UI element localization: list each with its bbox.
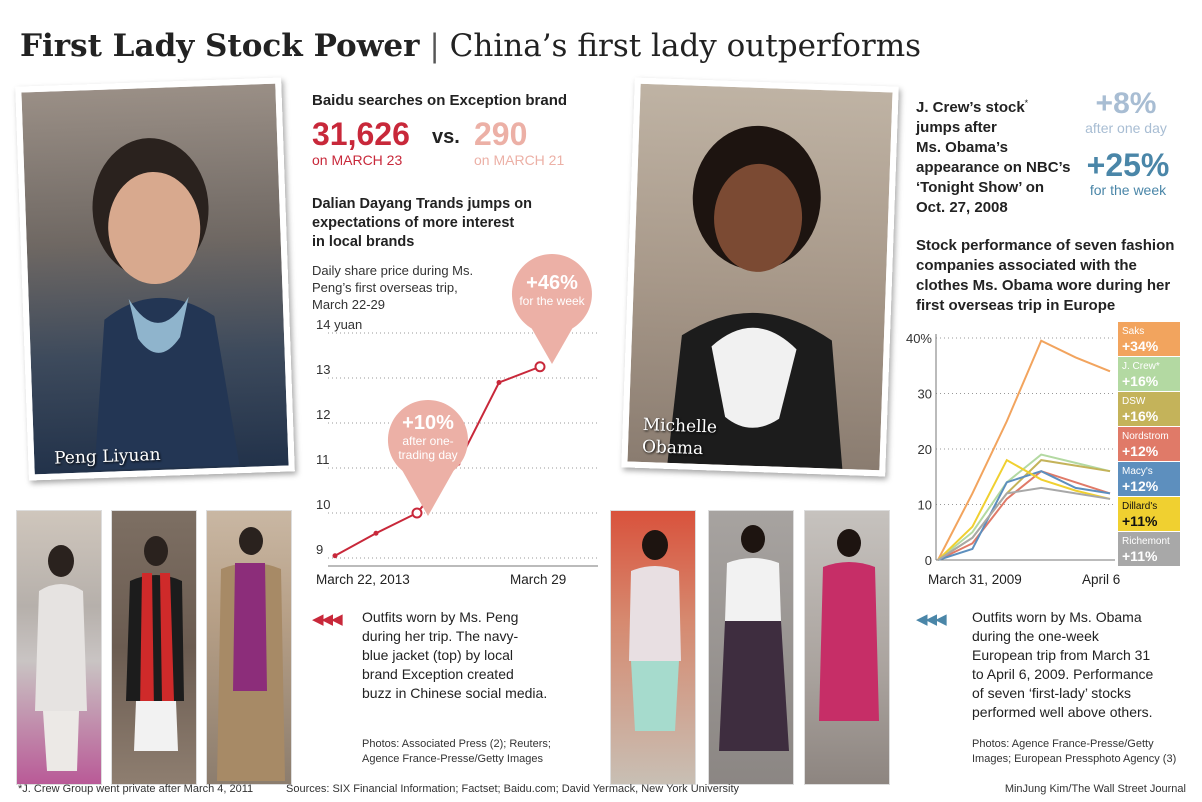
fashion-legend-value: +12%: [1122, 443, 1159, 459]
jcrew-heading: J. Crew’s stock* jumps after Ms. Obama’s…: [916, 98, 1071, 216]
dalian-y-tick-label: 11: [316, 452, 330, 467]
fashion-y-tick-label: 30: [918, 387, 932, 402]
baidu-date-2: on MARCH 21: [474, 152, 565, 168]
fashion-y-tick-label: 0: [925, 553, 932, 568]
obama-outfit-photo-1: [610, 510, 696, 785]
obama-figure-shape: [667, 125, 843, 469]
fashion-legend-value: +11%: [1122, 548, 1158, 564]
dalian-x-tick-label: March 29: [510, 572, 566, 587]
peng-outfit-photo-2: [111, 510, 197, 785]
callout-week: +46% for the week: [519, 272, 585, 308]
fashion-legend-name: Richemont: [1122, 536, 1170, 547]
title-separator: |: [429, 28, 440, 64]
dalian-price-point: [332, 553, 338, 559]
fashion-y-tick-label: 20: [918, 442, 932, 457]
fashion-legend-value: +12%: [1122, 478, 1159, 494]
peng-outfit-photo-3: [206, 510, 292, 785]
footer-sources: Sources: SIX Financial Information; Fact…: [286, 783, 740, 795]
obama-photo-label: Michelle Obama: [641, 415, 718, 460]
footer-note: *J. Crew Group went private after March …: [18, 783, 254, 795]
credit-left: Photos: Associated Press (2); Reuters; A…: [362, 738, 551, 765]
fashion-legend-value: +16%: [1122, 373, 1159, 389]
dalian-subheading: Daily share price during Ms. Peng’s firs…: [312, 263, 474, 312]
fashion-legend-item: Dillard's +11%: [1118, 497, 1180, 531]
credit-right: Photos: Agence France-Presse/Getty Image…: [972, 738, 1177, 765]
baidu-date-1: on MARCH 23: [312, 152, 403, 168]
callout-day: +10% after one- trading day: [398, 412, 458, 462]
dalian-x-tick-label: March 22, 2013: [316, 572, 410, 587]
fashion-legend-value: +16%: [1122, 408, 1159, 424]
dalian-y-tick-label: 12: [316, 407, 330, 422]
baidu-value-1: 31,626: [312, 116, 410, 152]
fashion-series-line: [937, 339, 1111, 561]
fashion-heading: Stock performance of seven fashion compa…: [916, 237, 1175, 314]
fashion-legend-item: Nordstrom +12%: [1118, 427, 1180, 461]
fashion-series-line: [937, 486, 1111, 561]
dalian-heading: Dalian Dayang Trands jumps on expectatio…: [312, 196, 532, 250]
fashion-legend-name: DSW: [1122, 396, 1146, 407]
fashion-legend-name: Dillard's: [1122, 501, 1158, 512]
fashion-legend-name: Saks: [1122, 326, 1145, 337]
footer-byline: MinJung Kim/The Wall Street Journal: [1004, 783, 1186, 795]
fashion-legend-value: +11%: [1122, 513, 1158, 529]
fashion-legend-name: Macy's: [1122, 466, 1153, 477]
fashion-series-line: [937, 458, 1111, 561]
fashion-legend-item: DSW +16%: [1118, 392, 1180, 426]
fashion-series-line: [937, 453, 1111, 561]
dalian-price-point: [496, 380, 502, 385]
peng-figure-shape: [92, 138, 240, 471]
dalian-y-tick-label: 13: [316, 362, 330, 377]
jcrew-day-stat: +8% after one day: [1085, 87, 1167, 137]
dalian-price-point: [534, 361, 546, 373]
baidu-value-2: 290: [474, 116, 528, 152]
fashion-x-tick-label: March 31, 2009: [928, 572, 1022, 587]
dalian-y-tick-label: 9: [316, 542, 323, 557]
fashion-legend-item: Macy's +12%: [1118, 462, 1180, 496]
peng-photo-label: Peng Liyuan: [53, 444, 161, 469]
page-title: First Lady Stock Power | China’s first l…: [20, 28, 921, 64]
baidu-vs: vs.: [432, 126, 460, 148]
obama-outfit-photo-2: [708, 510, 794, 785]
fashion-series-line: [937, 470, 1111, 561]
title-rest: China’s first lady outperforms: [449, 28, 921, 64]
title-bold: First Lady Stock Power: [20, 28, 420, 64]
fashion-stocks-chart: 0 10 20 30 40% March 31, 2009 April 6: [906, 331, 1120, 587]
caption-right: Outfits worn by Ms. Obama during the one…: [972, 609, 1154, 720]
jcrew-week-stat: +25% for the week: [1086, 147, 1170, 198]
fashion-legend-name: Nordstrom: [1122, 431, 1169, 442]
fashion-legend-item: Saks +34%: [1118, 322, 1180, 356]
fashion-x-tick-label: April 6: [1082, 572, 1120, 587]
dalian-price-point: [411, 507, 423, 519]
fashion-series-line: [937, 470, 1111, 561]
peng-liyuan-photo: Peng Liyuan: [15, 77, 295, 481]
fashion-legend-name: J. Crew*: [1122, 361, 1160, 372]
fashion-y-tick-label: 40%: [906, 331, 932, 346]
callout-week-shape: [511, 254, 592, 364]
fashion-legend-value: +34%: [1122, 338, 1159, 354]
caption-right-arrows: ◀◀◀: [916, 611, 947, 628]
obama-outfit-photo-3: [804, 510, 890, 785]
fashion-legend-item: Richemont +11%: [1118, 532, 1180, 566]
fashion-legend-item: J. Crew* +16%: [1118, 357, 1180, 391]
dalian-price-point: [373, 530, 379, 536]
peng-outfit-photo-1: [16, 510, 102, 785]
dalian-y-tick-label: 14 yuan: [316, 318, 362, 332]
fashion-y-tick-label: 10: [918, 498, 932, 513]
dalian-y-tick-label: 10: [316, 497, 330, 512]
callout-day-shape: [387, 400, 468, 516]
caption-left: Outfits worn by Ms. Peng during her trip…: [362, 609, 548, 701]
baidu-heading: Baidu searches on Exception brand: [312, 92, 568, 109]
caption-left-arrows: ◀◀◀: [312, 611, 343, 628]
michelle-obama-photo: Michelle Obama: [621, 77, 899, 477]
